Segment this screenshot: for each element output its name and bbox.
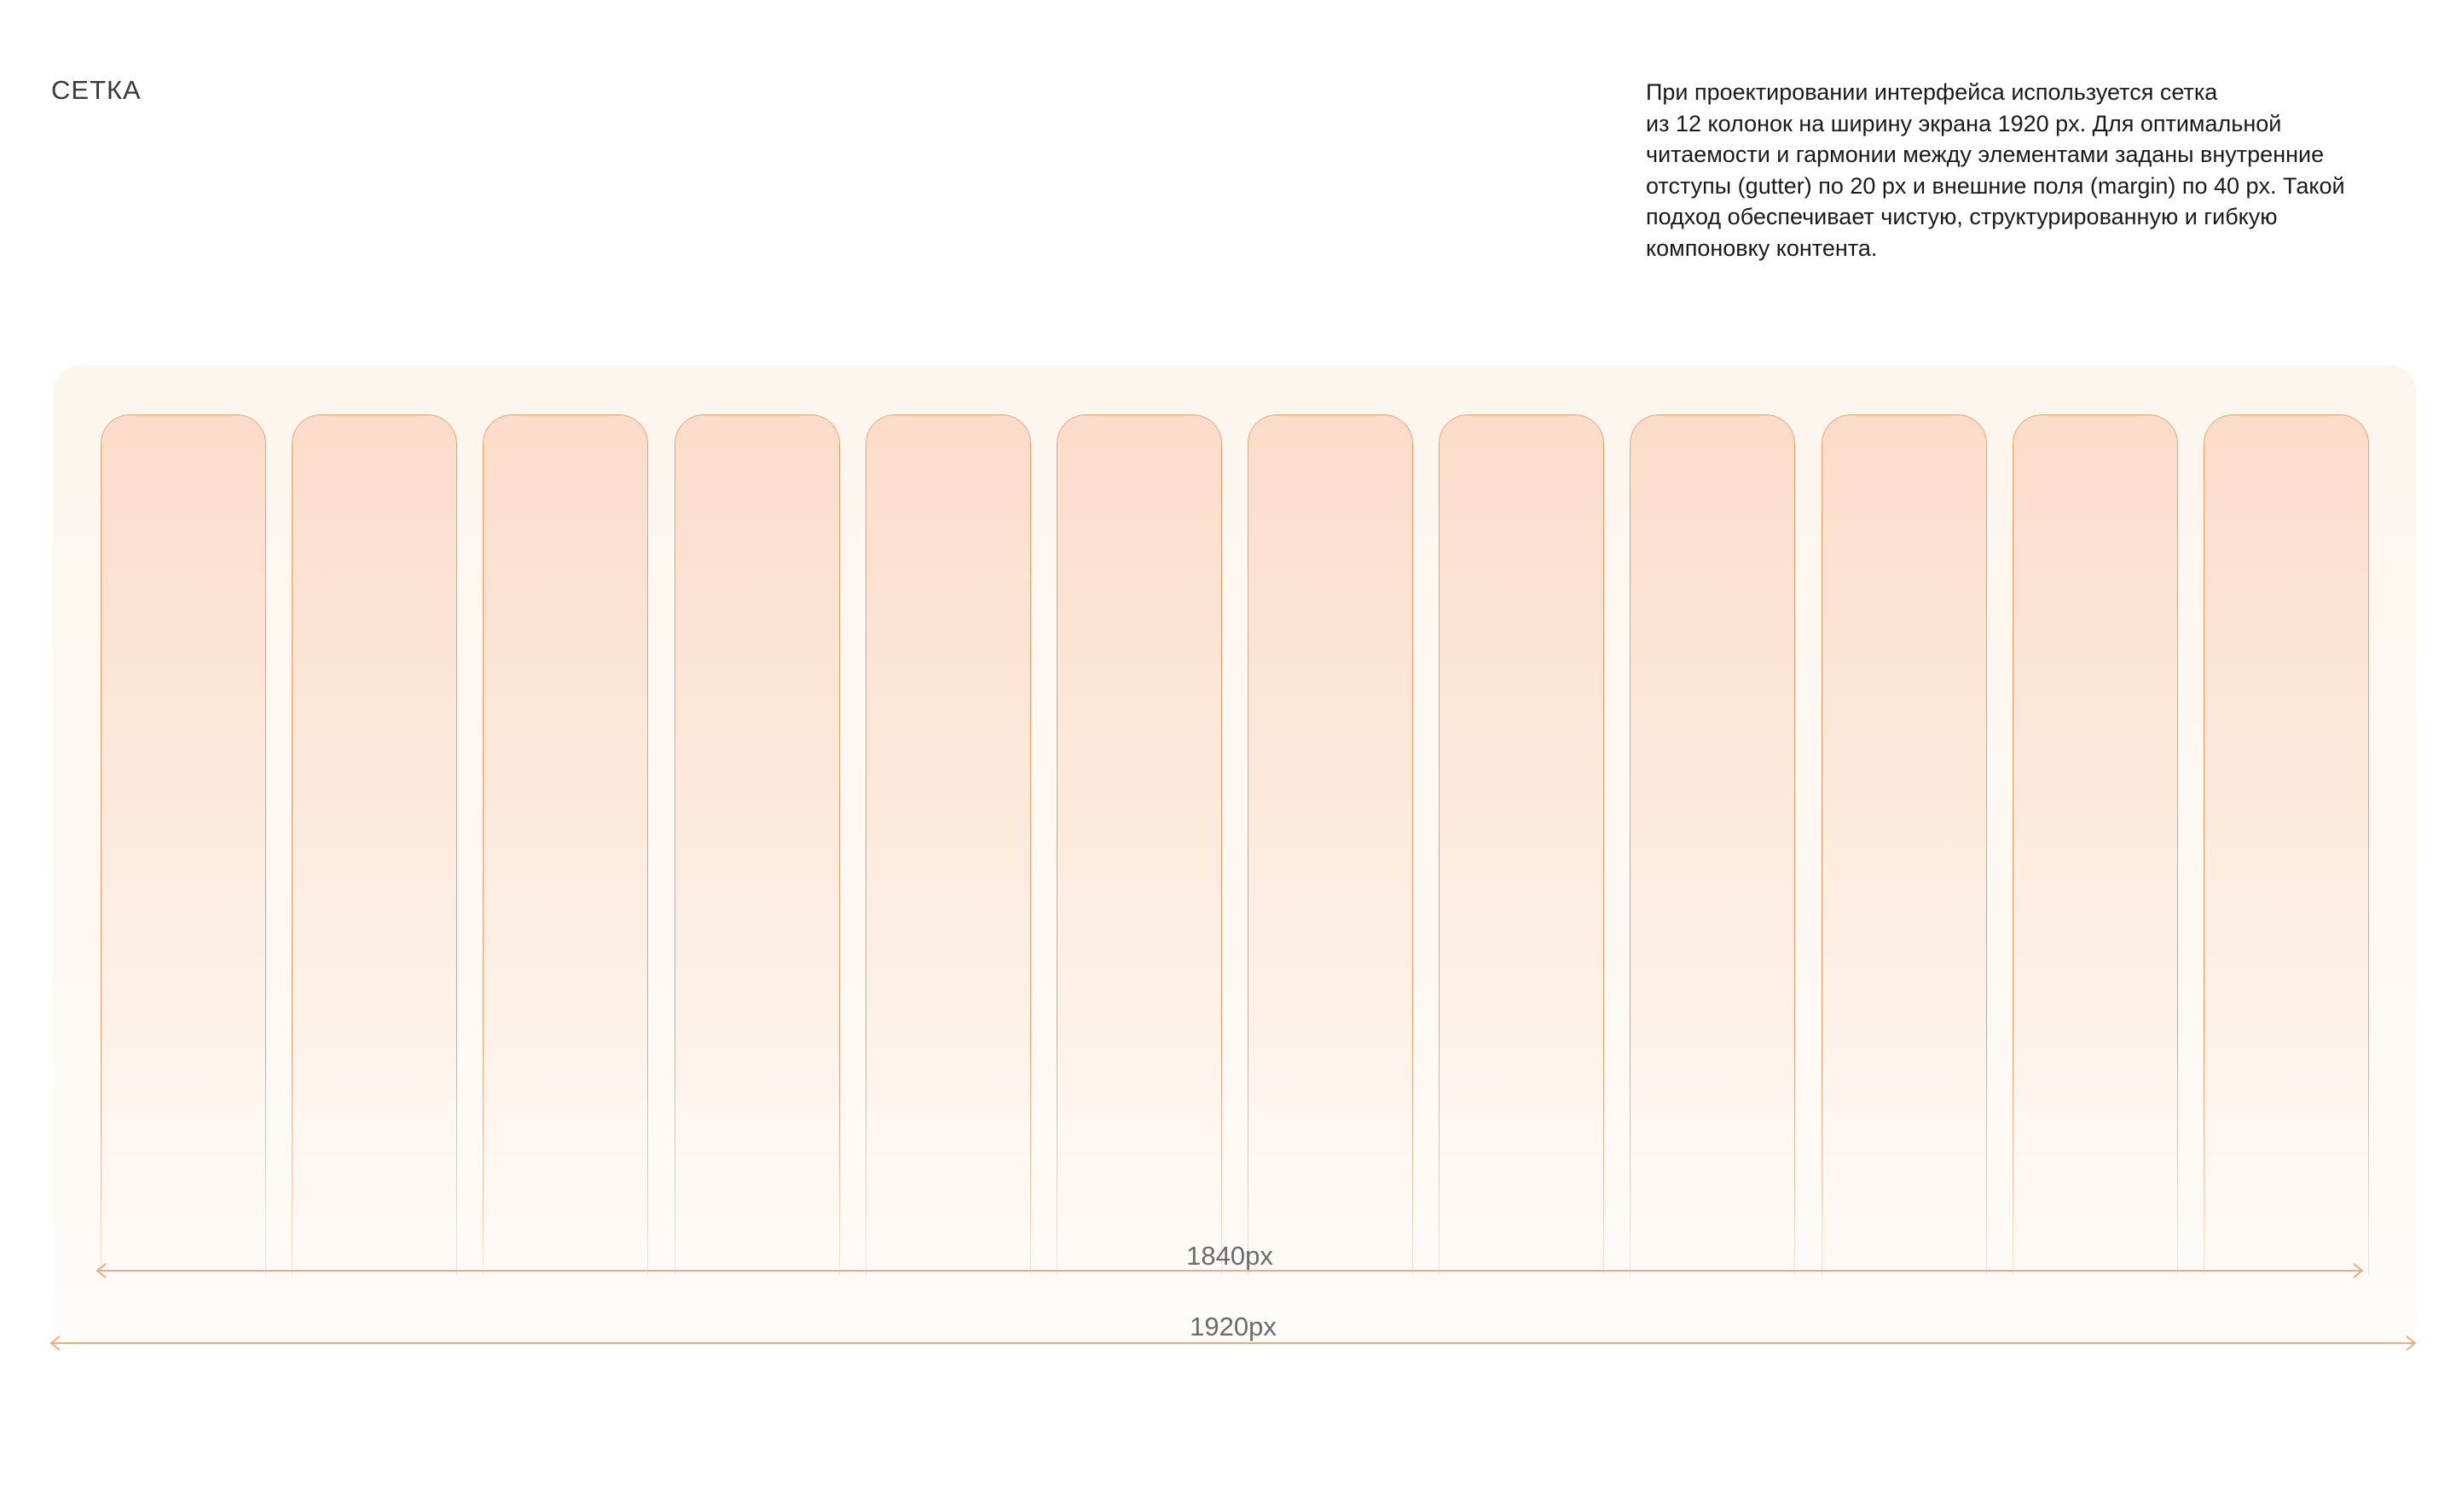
grid-column-11: [2012, 414, 2178, 1276]
screen-width-arrow: [49, 1335, 2417, 1351]
content-width-measure: 1840px: [96, 1241, 2364, 1278]
grid-description: При проектировании интерфейса использует…: [1646, 77, 2413, 264]
screen-frame: [53, 365, 2417, 1349]
grid-column-1: [101, 414, 266, 1276]
description-line: подход обеспечивает чистую, структуриров…: [1646, 204, 2278, 229]
content-width-label: 1840px: [1186, 1241, 1273, 1271]
grid-column-2: [292, 414, 458, 1276]
section-title: СЕТКА: [51, 75, 142, 105]
grid-column-5: [865, 414, 1031, 1276]
description-line: отступы (gutter) по 20 px и внешние поля…: [1646, 172, 2345, 199]
grid-column-8: [1439, 414, 1605, 1276]
grid-column-9: [1630, 414, 1796, 1276]
grid-column-3: [483, 414, 649, 1276]
grid-column-7: [1248, 414, 1414, 1276]
description-line: компоновку контента.: [1646, 235, 1878, 261]
grid-column-6: [1056, 414, 1222, 1276]
description-line: При проектировании интерфейса использует…: [1646, 79, 2218, 105]
grid-column-12: [2204, 414, 2369, 1276]
grid-column-4: [674, 414, 840, 1276]
grid-columns: [101, 414, 2369, 1276]
screen-width-label: 1920px: [1190, 1312, 1277, 1341]
content-width-arrow: [96, 1263, 2364, 1278]
description-line: читаемости и гармонии между элементами з…: [1646, 142, 2325, 167]
grid-column-10: [1821, 414, 1987, 1276]
screen-width-measure: 1920px: [49, 1312, 2417, 1351]
description-line: из 12 колонок на ширину экрана 1920 px. …: [1646, 110, 2282, 136]
